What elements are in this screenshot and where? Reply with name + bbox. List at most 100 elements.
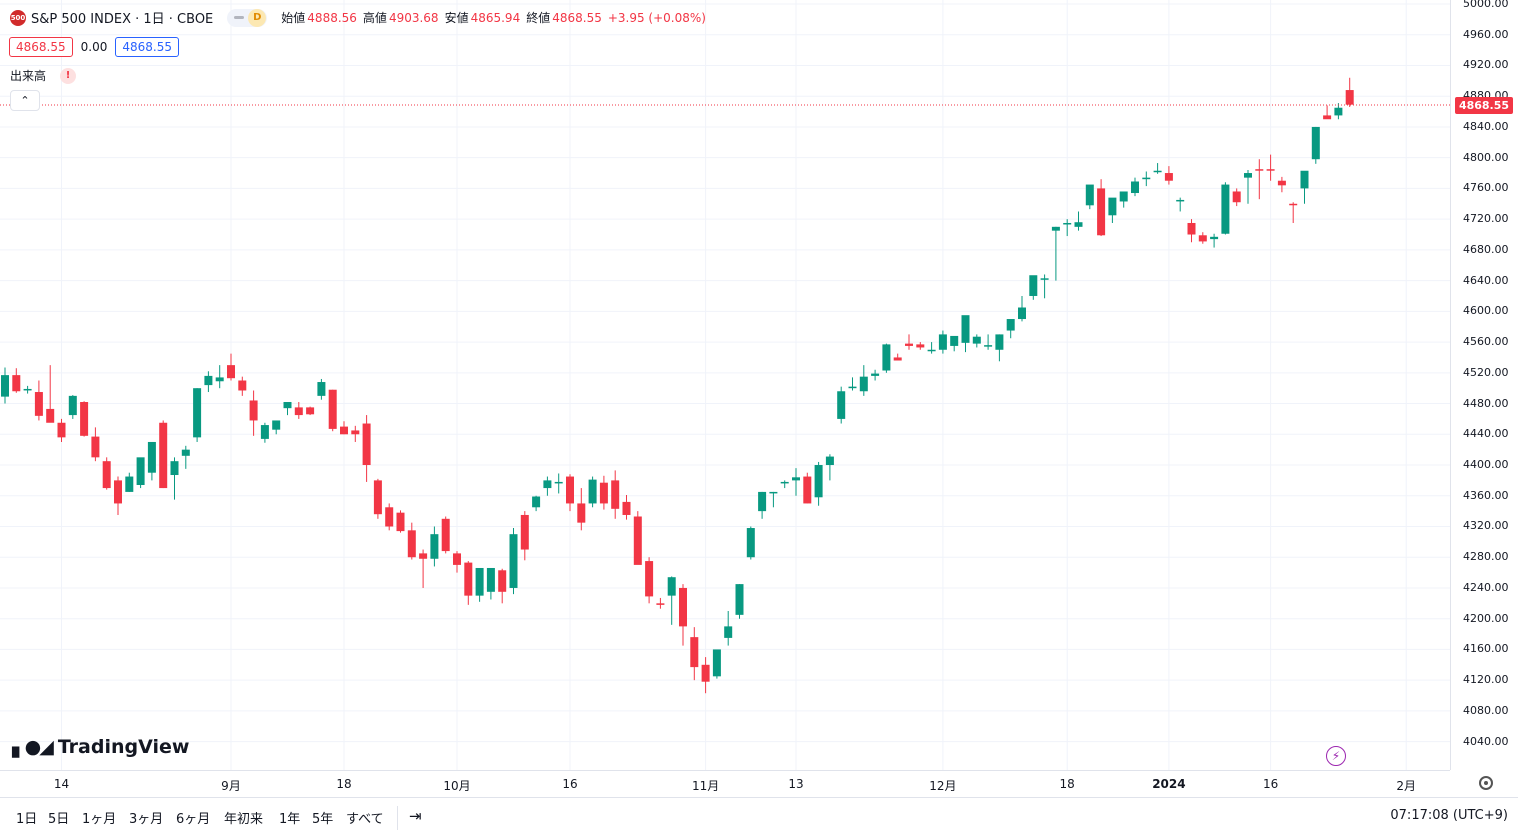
candle[interactable] <box>204 371 213 393</box>
candle[interactable] <box>453 551 461 573</box>
candle[interactable] <box>1187 219 1196 243</box>
candle[interactable] <box>362 415 371 482</box>
chart-area[interactable] <box>0 0 1450 770</box>
candle[interactable] <box>1311 126 1320 164</box>
buy-price-button[interactable]: 4868.55 <box>115 37 179 57</box>
candle[interactable] <box>68 395 77 419</box>
candle[interactable] <box>147 441 156 481</box>
candle[interactable] <box>1 367 9 404</box>
candle[interactable] <box>1221 182 1230 235</box>
candle[interactable] <box>136 457 145 489</box>
candle[interactable] <box>1198 232 1207 244</box>
candle[interactable] <box>407 522 416 560</box>
range-1y-button[interactable]: 1年 <box>279 812 301 827</box>
candle[interactable] <box>1153 163 1162 174</box>
volume-label[interactable]: 出来高 <box>10 69 47 83</box>
candle[interactable] <box>622 494 631 520</box>
candle[interactable] <box>792 468 800 496</box>
candle[interactable] <box>611 470 620 519</box>
candle[interactable] <box>984 334 993 350</box>
range-5y-button[interactable]: 5年 <box>312 812 334 827</box>
candle[interactable] <box>441 516 450 554</box>
candle[interactable] <box>1277 176 1286 193</box>
candle[interactable] <box>340 421 348 435</box>
candle[interactable] <box>373 478 382 519</box>
candle[interactable] <box>317 378 326 400</box>
candle[interactable] <box>215 365 224 389</box>
symbol-logo-icon[interactable]: 500 <box>10 9 26 26</box>
range-5d-button[interactable]: 5日 <box>48 812 70 827</box>
candle[interactable] <box>260 422 269 443</box>
symbol-title[interactable]: S&P 500 INDEX · 1日 · CBOE <box>31 12 214 27</box>
candle[interactable] <box>905 334 913 350</box>
candle[interactable] <box>645 557 654 604</box>
candle[interactable] <box>12 368 21 393</box>
candle[interactable] <box>1176 197 1185 212</box>
candle[interactable] <box>1244 169 1252 204</box>
settings-gear-icon[interactable] <box>1479 776 1493 790</box>
candle[interactable] <box>1210 233 1219 248</box>
price-axis[interactable]: 5000.00 4960.00 4920.00 4880.00 4840.00 4800.… <box>1450 0 1518 770</box>
candle[interactable] <box>825 454 834 481</box>
sell-price-button[interactable]: 4868.55 <box>9 37 73 57</box>
candle[interactable] <box>294 402 303 419</box>
candle[interactable] <box>1085 184 1094 210</box>
candle[interactable] <box>238 376 247 396</box>
candle[interactable] <box>882 343 891 373</box>
candle[interactable] <box>283 402 292 416</box>
candle[interactable] <box>566 474 574 512</box>
candle[interactable] <box>735 584 744 619</box>
candle[interactable] <box>871 369 880 381</box>
candle[interactable] <box>125 472 134 492</box>
candle[interactable] <box>995 334 1004 362</box>
candle[interactable] <box>780 480 789 489</box>
warning-icon[interactable]: ! <box>60 67 77 84</box>
candle[interactable] <box>1289 202 1298 223</box>
candle[interactable] <box>57 418 66 442</box>
candle[interactable] <box>34 380 43 421</box>
candle[interactable] <box>893 353 902 361</box>
go-to-date-icon[interactable]: ⇥ <box>409 807 422 825</box>
collapse-legend-button[interactable]: ⌃ <box>10 90 40 111</box>
candle[interactable] <box>306 406 315 416</box>
range-ytd-button[interactable]: 年初来 <box>224 812 264 827</box>
candle[interactable] <box>1108 197 1117 223</box>
candle[interactable] <box>938 330 947 354</box>
candle[interactable] <box>961 315 970 353</box>
timezone-clock[interactable]: 07:17:08 (UTC+9) <box>1390 808 1508 823</box>
candle[interactable] <box>588 476 597 508</box>
candle[interactable] <box>690 627 699 681</box>
candle[interactable] <box>1255 159 1264 200</box>
candle[interactable] <box>859 365 868 396</box>
candle[interactable] <box>633 511 642 565</box>
candle[interactable] <box>91 427 100 462</box>
candle[interactable] <box>1097 179 1106 237</box>
lightning-icon[interactable]: ⚡ <box>1326 746 1346 766</box>
candle[interactable] <box>577 488 586 531</box>
candle[interactable] <box>23 385 32 394</box>
market-status-toggle[interactable]: D <box>227 8 268 27</box>
candle[interactable] <box>724 611 733 646</box>
candle[interactable] <box>543 476 552 496</box>
candle[interactable] <box>599 475 608 510</box>
candle[interactable] <box>746 526 755 560</box>
candle[interactable] <box>1345 77 1354 107</box>
candle[interactable] <box>498 568 507 604</box>
candle[interactable] <box>227 353 235 381</box>
range-1m-button[interactable]: 1ヶ月 <box>82 812 117 827</box>
candle[interactable] <box>1063 219 1072 237</box>
candle[interactable] <box>769 491 778 508</box>
candle[interactable] <box>1164 166 1173 185</box>
candle[interactable] <box>249 390 258 436</box>
candle[interactable] <box>419 549 428 588</box>
candle[interactable] <box>1142 171 1151 187</box>
candle[interactable] <box>916 342 925 350</box>
candle[interactable] <box>46 365 55 423</box>
candle[interactable] <box>1266 154 1275 181</box>
candle[interactable] <box>520 511 529 561</box>
candle[interactable] <box>927 342 936 354</box>
candle[interactable] <box>656 597 665 609</box>
candle[interactable] <box>1323 105 1332 120</box>
candle[interactable] <box>848 377 857 391</box>
candle[interactable] <box>1040 274 1049 299</box>
